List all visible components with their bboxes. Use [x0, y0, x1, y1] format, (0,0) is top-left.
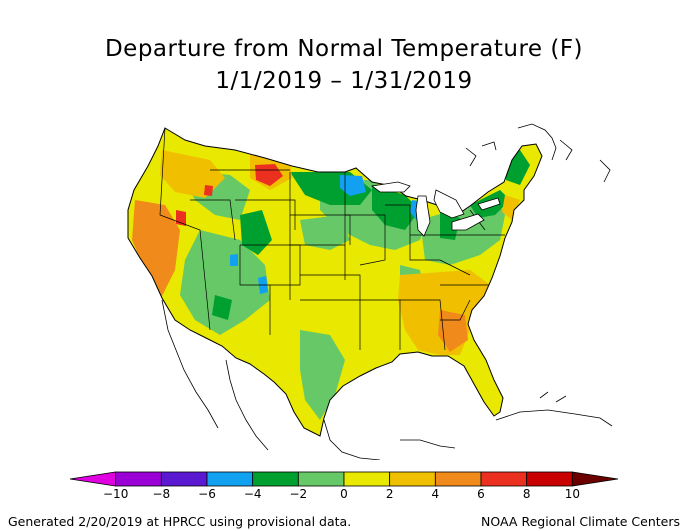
map-date-range: 1/1/2019 – 1/31/2019: [215, 68, 473, 94]
legend-swatch: [160, 471, 208, 487]
great-lakes: [370, 181, 501, 237]
legend-tick-label: 2: [386, 487, 394, 501]
cuba-outline: [495, 391, 613, 427]
legend-tick-label: −2: [289, 487, 307, 501]
map-title: Departure from Normal Temperature (F): [104, 36, 584, 62]
generated-note: Generated 2/20/2019 at HPRCC using provi…: [8, 514, 352, 529]
legend-tick-label: −8: [152, 487, 170, 501]
legend-tick-label: −6: [198, 487, 216, 501]
legend-tick-label: 0: [340, 487, 348, 501]
legend-swatch: [115, 471, 162, 487]
canada-coastline: [465, 123, 611, 183]
legend-tick-label: −10: [103, 487, 128, 501]
legend-tick-label: 4: [432, 487, 440, 501]
legend-tick-label: 10: [565, 487, 580, 501]
legend-swatch: [297, 471, 345, 487]
legend-swatch: [434, 471, 482, 487]
legend-tick-label: 8: [523, 487, 531, 501]
legend-swatch: [69, 471, 117, 487]
legend-tick-label: −4: [244, 487, 262, 501]
us-temperature-map: [127, 123, 613, 460]
legend-swatch: [389, 471, 436, 487]
mexico-coastline: [161, 299, 456, 460]
legend-swatch: [252, 471, 299, 487]
legend-tick-label: 6: [477, 487, 485, 501]
legend-swatch: [206, 471, 254, 487]
legend-swatch: [571, 471, 619, 487]
legend-swatch: [343, 471, 391, 487]
color-legend: −10 −8 −6 −4 −2 0 2 4 6 8 10: [69, 471, 619, 501]
legend-swatch: [480, 471, 528, 487]
legend-swatch: [526, 471, 573, 487]
source-credit: NOAA Regional Climate Centers: [481, 514, 680, 529]
